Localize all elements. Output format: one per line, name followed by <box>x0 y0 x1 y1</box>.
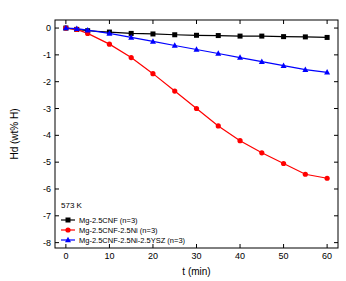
y-tick <box>334 242 338 243</box>
data-point <box>281 62 287 68</box>
data-point <box>194 106 199 111</box>
legend-label: Mg-2.5CNF-2.5Ni-2.5YSZ (n=3) <box>79 236 186 245</box>
legend-marker <box>65 237 71 243</box>
data-point <box>150 31 155 36</box>
legend-marker <box>65 227 70 232</box>
y-tick-label: -5 <box>43 157 51 167</box>
series-line <box>66 28 327 178</box>
data-point <box>74 25 80 31</box>
data-point <box>129 55 134 60</box>
data-point <box>216 33 221 38</box>
data-point <box>237 138 242 143</box>
y-tick <box>55 162 59 163</box>
data-point <box>150 38 156 44</box>
annotation: 573 K <box>61 201 83 210</box>
x-tick <box>240 20 241 24</box>
x-tick <box>196 244 197 248</box>
y-tick <box>334 28 338 29</box>
data-point <box>150 71 155 76</box>
data-point <box>172 42 178 48</box>
y-tick <box>334 108 338 109</box>
y-tick <box>55 135 59 136</box>
x-tick <box>283 244 284 248</box>
y-tick-label: -1 <box>43 50 51 60</box>
data-point <box>215 50 221 56</box>
legend-label: Mg-2.5CNF-2.5Ni (n=3) <box>79 226 158 235</box>
y-tick <box>55 242 59 243</box>
y-tick-label: -2 <box>43 77 51 87</box>
x-tick <box>109 20 110 24</box>
x-tick-label: 60 <box>322 251 332 261</box>
data-point <box>172 88 177 93</box>
x-tick <box>65 20 66 24</box>
data-point <box>325 35 330 40</box>
x-axis-label: t (min) <box>182 266 210 277</box>
x-tick <box>152 20 153 24</box>
data-point <box>85 27 91 33</box>
x-tick <box>283 20 284 24</box>
data-point <box>238 34 243 39</box>
x-tick-label: 20 <box>148 251 158 261</box>
legend-label: Mg-2.5CNF (n=3) <box>79 216 138 225</box>
data-group <box>63 25 330 181</box>
data-point <box>259 58 265 63</box>
y-tick-label: -6 <box>43 184 51 194</box>
data-point <box>302 66 308 72</box>
data-point <box>194 33 199 38</box>
data-point <box>259 34 264 39</box>
series-line <box>66 28 327 72</box>
data-point <box>63 25 69 31</box>
y-tick <box>334 81 338 82</box>
data-point <box>303 34 308 39</box>
data-point <box>259 150 264 155</box>
y-axis-label: Hd (wt% H) <box>9 108 20 159</box>
y-tick-label: -4 <box>43 130 51 140</box>
y-tick <box>334 135 338 136</box>
x-tick <box>327 20 328 24</box>
data-point <box>303 172 308 177</box>
y-tick-label: 0 <box>46 23 51 33</box>
y-tick <box>55 215 59 216</box>
chart: 0 10 20 30 40 50 60 -8 -7 -6 -5 -4 -3 -2 -1 0 t (min) Hd … <box>0 0 346 281</box>
y-tick-label: -8 <box>43 238 51 248</box>
y-tick <box>55 81 59 82</box>
plot-frame <box>55 20 338 248</box>
y-tick <box>55 108 59 109</box>
y-tick <box>55 54 59 55</box>
y-tick <box>334 162 338 163</box>
x-tick-label: 0 <box>63 251 68 261</box>
data-point <box>281 34 286 39</box>
data-point <box>237 54 243 60</box>
y-tick <box>334 188 338 189</box>
data-point <box>281 161 286 166</box>
x-tick <box>327 244 328 248</box>
data-point <box>107 42 112 47</box>
x-tick-label: 50 <box>279 251 289 261</box>
y-tick-label: -7 <box>43 211 51 221</box>
x-tick <box>240 244 241 248</box>
legend-marker <box>66 218 71 223</box>
y-tick <box>55 188 59 189</box>
x-tick-label: 40 <box>235 251 245 261</box>
y-tick <box>334 54 338 55</box>
x-tick-label: 30 <box>191 251 201 261</box>
x-tick-label: 10 <box>104 251 114 261</box>
x-tick <box>196 20 197 24</box>
data-point <box>106 30 112 36</box>
data-point <box>325 176 330 181</box>
y-tick-label: -3 <box>43 104 51 114</box>
data-point <box>172 32 177 37</box>
x-tick <box>65 244 66 248</box>
y-tick <box>55 28 59 29</box>
data-point <box>128 34 134 40</box>
data-point <box>216 123 221 128</box>
y-tick <box>334 215 338 216</box>
data-point <box>324 69 330 75</box>
data-point <box>194 46 200 52</box>
